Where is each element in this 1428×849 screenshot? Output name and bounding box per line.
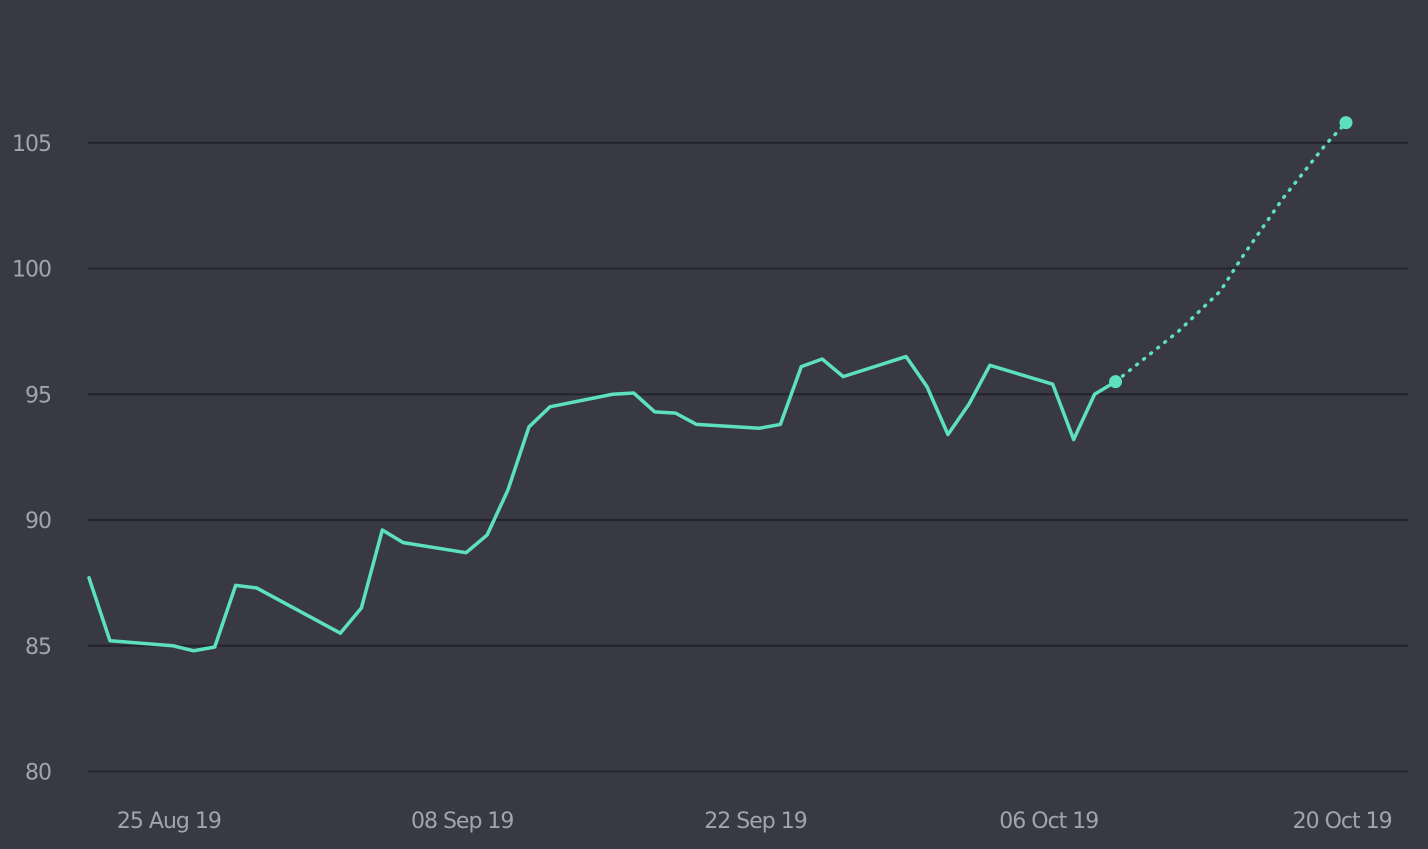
- y-tick-label: 85: [25, 635, 51, 660]
- series-group: [87, 120, 1348, 653]
- forecast-end-point: [1339, 116, 1353, 130]
- x-tick-label: 25 Aug 19: [117, 809, 221, 834]
- x-tick-label: 20 Oct 19: [1293, 809, 1392, 834]
- last-actual-point: [1109, 375, 1123, 389]
- gridlines: [88, 141, 1408, 773]
- actual-series-line: [87, 354, 1118, 653]
- y-tick-label: 80: [25, 761, 51, 786]
- y-tick-label: 95: [25, 383, 51, 408]
- forecast-series-line: [1113, 120, 1348, 384]
- y-axis: 80 85 90 95 100 105: [12, 132, 52, 786]
- y-tick-label: 105: [12, 132, 51, 157]
- y-tick-label: 90: [25, 509, 51, 534]
- x-tick-label: 06 Oct 19: [999, 809, 1098, 834]
- x-axis: 25 Aug 19 08 Sep 19 22 Sep 19 06 Oct 19 20 O…: [117, 809, 1393, 834]
- x-tick-label: 08 Sep 19: [411, 809, 513, 834]
- y-tick-label: 100: [12, 258, 51, 283]
- x-tick-label: 22 Sep 19: [704, 809, 806, 834]
- markers: [1109, 116, 1353, 389]
